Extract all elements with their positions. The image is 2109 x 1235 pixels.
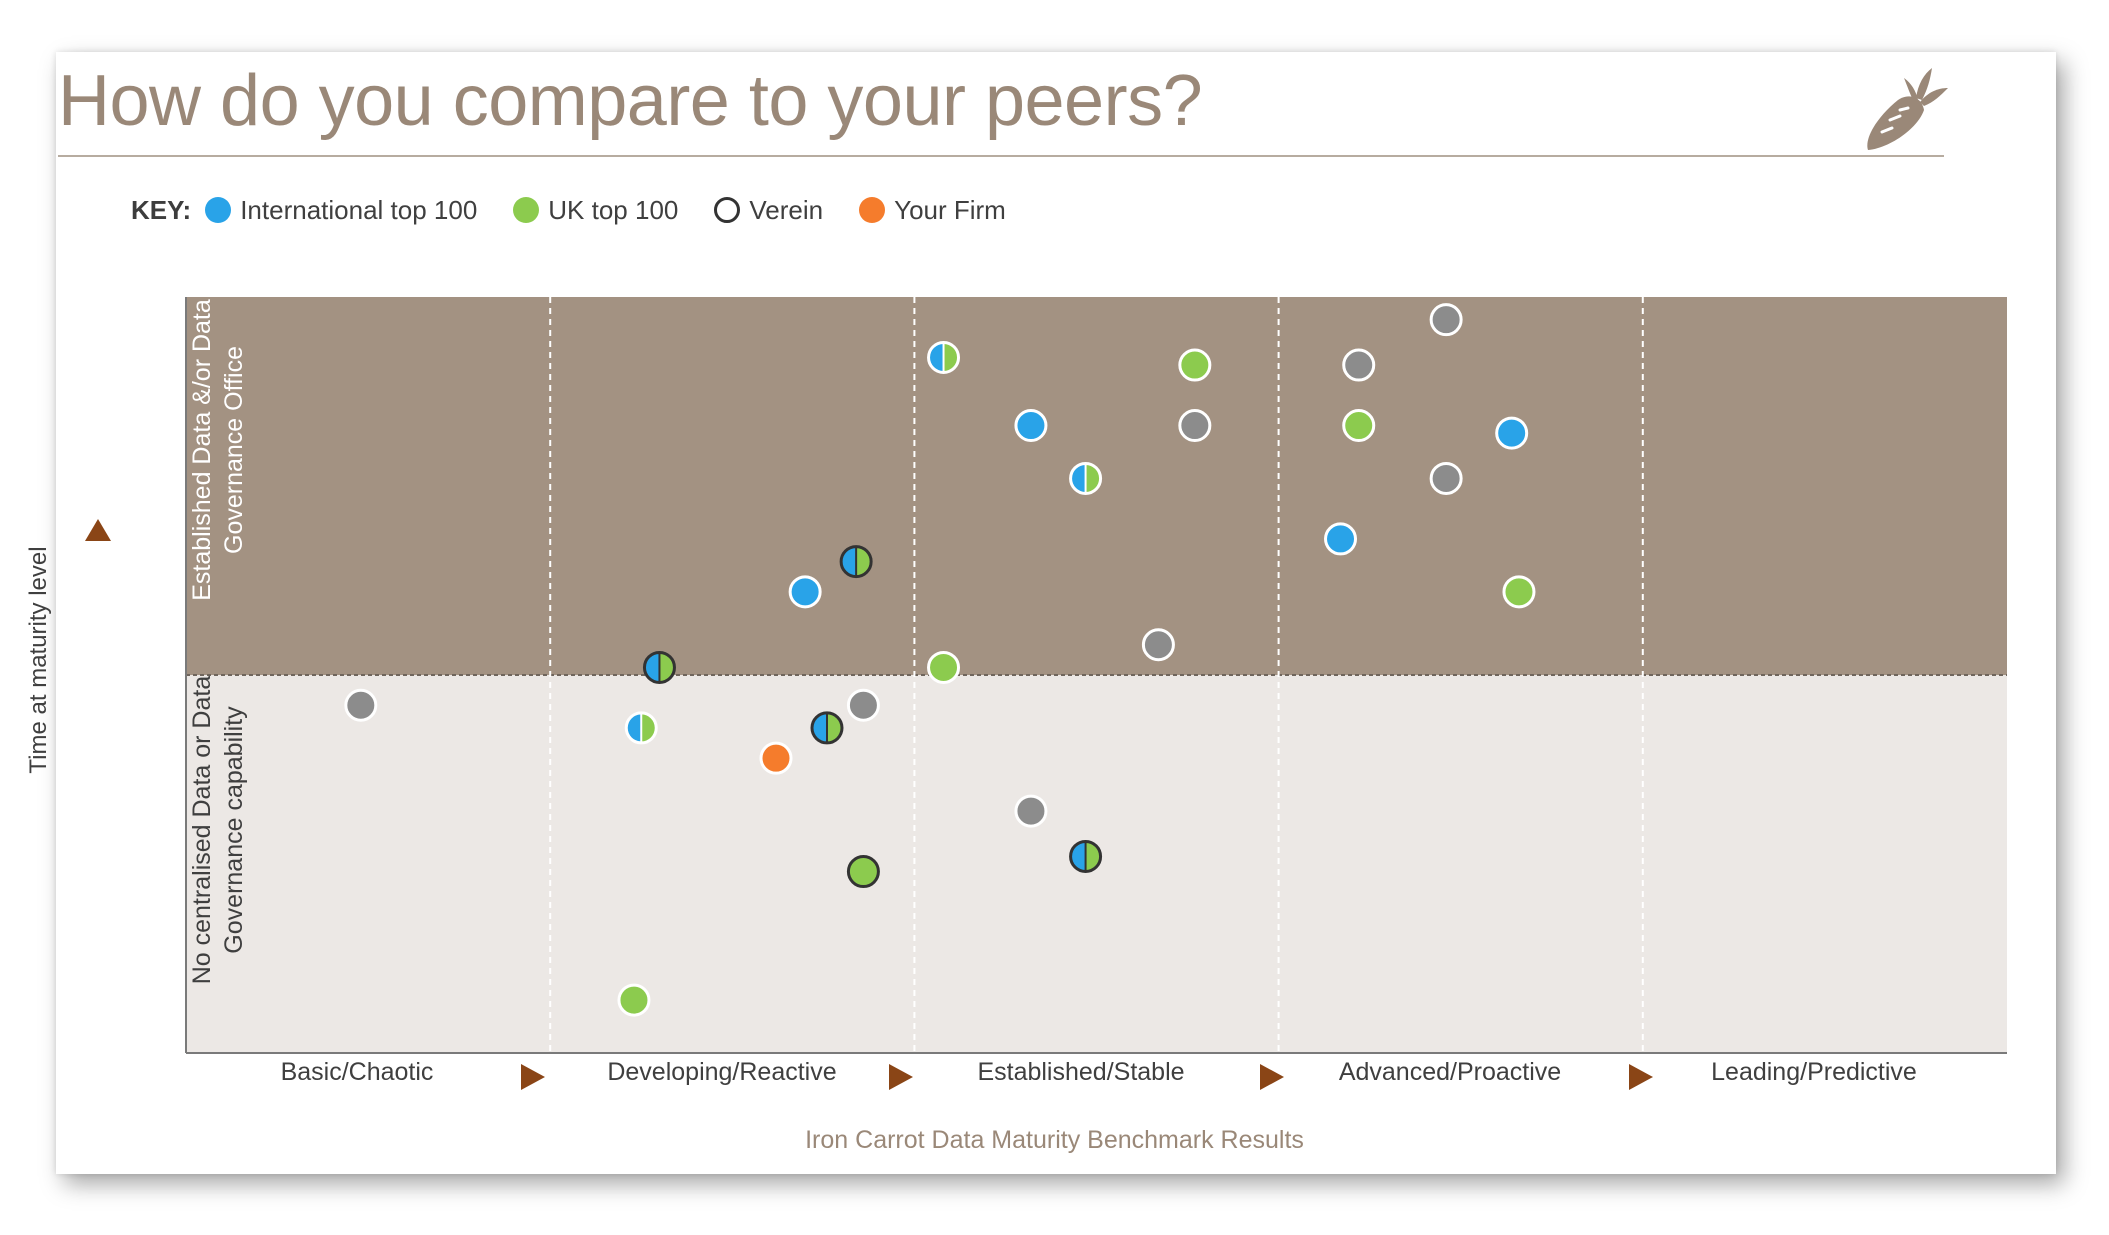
- data-point-green-dark: [846, 855, 880, 889]
- data-point-blue: [1324, 522, 1358, 556]
- y-axis-title: Time at maturity level: [25, 546, 52, 774]
- data-point-gray: [1342, 348, 1376, 382]
- data-point-gray: [1429, 303, 1463, 337]
- legend-title: KEY:: [131, 194, 192, 225]
- legend-label: Verein: [749, 194, 824, 225]
- legend-item-uk: UK top 100: [513, 195, 678, 226]
- data-point-gray: [846, 688, 880, 722]
- data-point-blue-green-dark: [642, 650, 676, 684]
- x-tick-label: Developing/Reactive: [607, 1058, 837, 1086]
- right-arrow-icon: [889, 1064, 913, 1090]
- data-point-blue-green-dark: [1069, 839, 1103, 873]
- legend-label: International top 100: [240, 194, 478, 225]
- data-point-blue-green-dark: [810, 711, 844, 745]
- zone-label-upper: Established Data &/or Data Governance Of…: [188, 299, 248, 601]
- right-arrow-icon: [521, 1064, 545, 1090]
- title-divider: [58, 155, 1944, 157]
- legend-item-verein: Verein: [714, 195, 823, 226]
- data-point-blue-green-light: [927, 340, 961, 374]
- data-point-blue: [1014, 409, 1048, 443]
- data-point-green: [1502, 575, 1536, 609]
- right-arrow-icon: [1260, 1064, 1284, 1090]
- x-tick-label: Basic/Chaotic: [280, 1058, 434, 1086]
- carrot-logo-icon: [1867, 68, 1948, 150]
- data-point-green: [617, 983, 651, 1017]
- right-arrow-icon: [1629, 1064, 1653, 1090]
- page-title: How do you compare to your peers?: [58, 61, 1203, 141]
- data-point-gray: [1141, 628, 1175, 662]
- x-tick-label: Leading/Predictive: [1711, 1058, 1917, 1086]
- data-point-green: [1342, 409, 1376, 443]
- data-point-blue-green-dark: [839, 545, 873, 579]
- data-point-green: [1178, 348, 1212, 382]
- legend: KEY: International top 100 UK top 100 Ve…: [131, 190, 1042, 230]
- green-dot-icon: [513, 197, 540, 223]
- data-point-blue: [788, 575, 822, 609]
- zone-label-lower: No centralised Data or Data Governance c…: [188, 675, 248, 985]
- blue-dot-icon: [205, 197, 232, 223]
- data-point-gray: [1178, 409, 1212, 443]
- orange-dot-icon: [859, 197, 886, 223]
- data-point-blue-green-light: [1069, 461, 1103, 495]
- legend-item-your-firm: Your Firm: [859, 195, 1006, 226]
- data-point-orange: [759, 741, 793, 775]
- legend-item-international: International top 100: [205, 195, 477, 226]
- data-point-gray: [1429, 461, 1463, 495]
- data-point-blue: [1495, 416, 1529, 450]
- chart-footer: Iron Carrot Data Maturity Benchmark Resu…: [805, 1126, 1304, 1154]
- data-point-blue-green-light: [624, 711, 658, 745]
- data-point-green: [927, 650, 961, 684]
- data-point-gray: [344, 688, 378, 722]
- x-tick-label: Established/Stable: [977, 1058, 1185, 1086]
- ring-dot-icon: [714, 197, 741, 223]
- up-arrow-icon: [85, 519, 111, 541]
- data-point-gray: [1014, 794, 1048, 828]
- legend-label: Your Firm: [894, 194, 1006, 225]
- legend-label: UK top 100: [548, 194, 679, 225]
- x-tick-label: Advanced/Proactive: [1338, 1058, 1562, 1086]
